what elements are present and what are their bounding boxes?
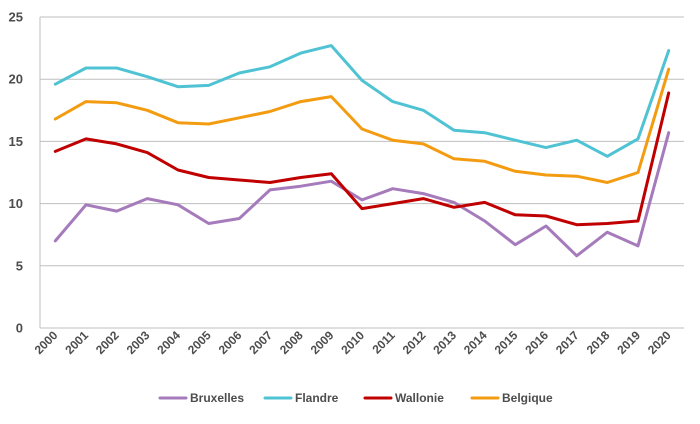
x-tick-label: 2013 [430, 328, 459, 357]
x-tick-label: 2008 [277, 328, 306, 357]
y-tick-label: 20 [9, 72, 23, 87]
series-line-belgique [53, 67, 671, 184]
x-tick-label: 2018 [584, 328, 613, 357]
x-axis-ticks: 2000 2001 2002 2003 2004 2005 2006 2007 2008 2009… [32, 328, 674, 357]
y-axis-ticks: 0 5 10 15 20 25 [9, 10, 23, 336]
x-tick-label: 2006 [216, 328, 245, 357]
x-tick-label: 2014 [461, 328, 490, 357]
x-tick-label: 2003 [124, 328, 153, 357]
y-tick-label: 25 [9, 10, 23, 25]
legend-label: Belgique [502, 391, 553, 405]
y-tick-label: 0 [16, 321, 23, 336]
x-tick-label: 2001 [62, 328, 91, 357]
x-tick-label: 2004 [154, 328, 183, 357]
x-tick-label: 2007 [246, 328, 275, 357]
legend-item-flandre: Flandre [263, 391, 339, 405]
y-tick-label: 15 [9, 134, 23, 149]
x-tick-label: 2016 [522, 328, 551, 357]
x-tick-label: 2010 [338, 328, 367, 357]
legend-item-bruxelles: Bruxelles [158, 391, 244, 405]
legend-label: Flandre [295, 391, 339, 405]
series-lines [53, 44, 671, 258]
legend-item-wallonie: Wallonie [363, 391, 444, 405]
x-tick-label: 2005 [185, 328, 214, 357]
x-tick-label: 2020 [645, 328, 674, 357]
y-tick-label: 10 [9, 196, 23, 211]
grid-lines [39, 16, 684, 329]
legend-label: Bruxelles [190, 391, 244, 405]
x-tick-label: 2015 [492, 328, 521, 357]
x-tick-label: 2011 [369, 328, 398, 357]
y-tick-label: 5 [16, 258, 23, 273]
x-tick-label: 2002 [93, 328, 122, 357]
series-line-bruxelles [53, 131, 671, 258]
x-tick-label: 2017 [553, 328, 582, 357]
x-tick-label: 2012 [400, 328, 429, 357]
x-tick-label: 2000 [32, 328, 61, 357]
series-line-flandre [53, 44, 671, 158]
series-line-wallonie [53, 91, 671, 227]
legend-item-belgique: Belgique [470, 391, 553, 405]
x-tick-label: 2009 [308, 328, 337, 357]
legend-label: Wallonie [395, 391, 444, 405]
legend: Bruxelles Flandre Wallonie Belgique [158, 391, 553, 405]
x-tick-label: 2019 [614, 328, 643, 357]
